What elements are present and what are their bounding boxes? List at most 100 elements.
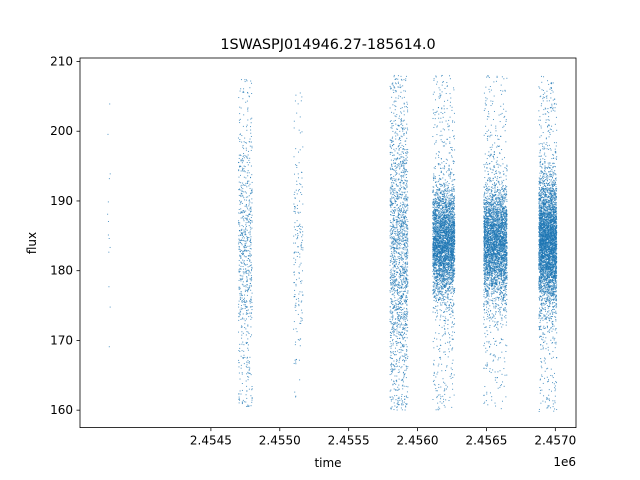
data-point [394,285,396,287]
data-point [452,338,454,340]
data-point [393,250,395,252]
data-point [439,223,441,225]
data-point [444,393,446,395]
data-point [238,303,240,305]
data-point [438,220,440,222]
data-point [404,197,406,199]
data-point [454,331,456,333]
data-point [405,194,407,196]
data-point [449,229,451,231]
data-point [403,269,405,271]
data-point [391,326,393,328]
data-point [390,222,392,224]
data-point [242,144,244,146]
data-point [451,295,453,297]
data-point [451,252,453,254]
data-point [393,91,395,93]
data-point [241,326,243,328]
data-point [434,192,436,194]
data-point [393,112,395,114]
data-point [402,337,404,339]
data-point [444,316,446,318]
data-point [401,266,403,267]
data-point [239,293,241,295]
data-point [441,228,443,230]
data-point [405,216,407,218]
data-point [402,312,404,314]
data-point [438,199,440,201]
data-point [434,244,436,246]
data-point [398,319,400,321]
data-point [391,283,393,285]
data-point [401,226,403,228]
data-point [396,394,398,396]
data-point [437,277,438,279]
data-point [297,177,299,179]
data-point [250,300,252,302]
data-point [390,127,392,129]
data-point [398,342,400,344]
data-point [240,159,242,161]
data-point [433,216,435,218]
data-point [396,218,398,220]
data-point [436,244,438,246]
data-point [241,229,243,231]
data-point [406,219,408,221]
data-point [404,354,406,356]
data-point [397,371,399,373]
data-point [451,156,453,158]
data-point [241,297,243,299]
data-point [245,204,247,206]
data-point [437,204,439,206]
data-point [239,154,241,156]
data-point [392,332,394,334]
data-point [397,193,399,195]
data-point [242,125,244,127]
data-point [436,126,438,128]
data-point [249,278,251,280]
data-point [405,236,407,238]
data-point [449,194,451,196]
data-point [238,264,240,266]
data-point [395,200,397,202]
data-point [248,159,250,161]
data-point [398,232,400,234]
data-point [407,327,409,329]
data-point [441,185,443,187]
data-point [441,107,443,109]
data-point [402,296,404,298]
data-point [403,102,405,104]
data-point [246,366,248,368]
data-point [444,237,446,239]
data-point [441,286,443,288]
data-point [398,404,400,406]
data-point [398,145,400,147]
data-point [402,402,404,404]
data-point [401,355,403,357]
data-point [399,219,401,221]
data-point [393,271,395,273]
data-point [394,265,396,267]
data-point [402,269,404,271]
data-point [242,399,244,401]
data-point [390,268,392,270]
data-point [450,265,452,267]
data-point [451,273,453,275]
data-point [446,244,448,246]
data-point [439,121,441,123]
data-point [403,213,405,215]
data-point [404,206,406,208]
data-point [244,81,246,83]
data-point [436,373,438,375]
data-point [442,128,444,130]
data-point [404,233,406,235]
data-point [406,209,407,211]
data-point [442,273,444,275]
data-point [402,267,404,269]
data-point [407,282,409,284]
data-point [397,231,399,233]
data-point [108,286,110,288]
data-point [440,240,442,242]
data-point [245,228,247,230]
data-point [434,240,436,242]
